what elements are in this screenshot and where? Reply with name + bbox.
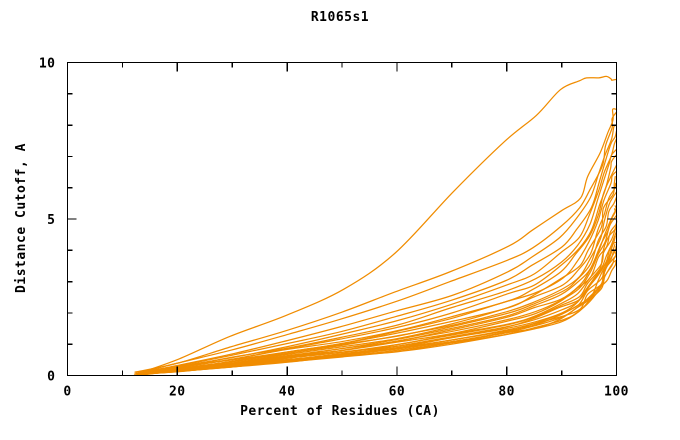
- data-curve: [137, 259, 618, 376]
- data-curve: [137, 124, 617, 375]
- y-axis-label: Distance Cutoff, A: [14, 143, 29, 293]
- y-tick-label: 0: [47, 370, 55, 385]
- data-curve: [138, 164, 618, 375]
- y-tick-label: 5: [47, 213, 55, 228]
- axis-ticks-group: [66, 61, 618, 377]
- x-tick-label: 80: [498, 385, 515, 400]
- data-curve: [139, 235, 616, 376]
- x-tick-label: 0: [63, 385, 71, 400]
- x-axis-label: Percent of Residues (CA): [240, 404, 440, 419]
- chart-title: R1065s1: [310, 10, 370, 25]
- data-curve: [142, 260, 617, 375]
- x-tick-label: 20: [169, 385, 186, 400]
- data-curve: [138, 111, 618, 374]
- data-curve: [134, 108, 618, 373]
- x-tick-label: 60: [389, 385, 406, 400]
- data-curve: [141, 176, 616, 375]
- data-curve: [141, 196, 618, 375]
- y-tick-label: 10: [39, 57, 56, 72]
- axis-tick-labels-group: 0 20 40 60 80 100 0 5 10: [39, 57, 629, 400]
- data-curve: [136, 154, 617, 374]
- data-curve: [135, 148, 618, 374]
- data-curve: [141, 75, 617, 373]
- data-curve: [136, 222, 618, 376]
- data-curve: [137, 130, 618, 374]
- data-curve: [138, 230, 618, 375]
- data-curve: [142, 191, 618, 375]
- data-curve: [139, 138, 618, 375]
- data-curves-group: [133, 75, 618, 376]
- x-tick-label: 100: [604, 385, 629, 400]
- x-tick-label: 40: [279, 385, 296, 400]
